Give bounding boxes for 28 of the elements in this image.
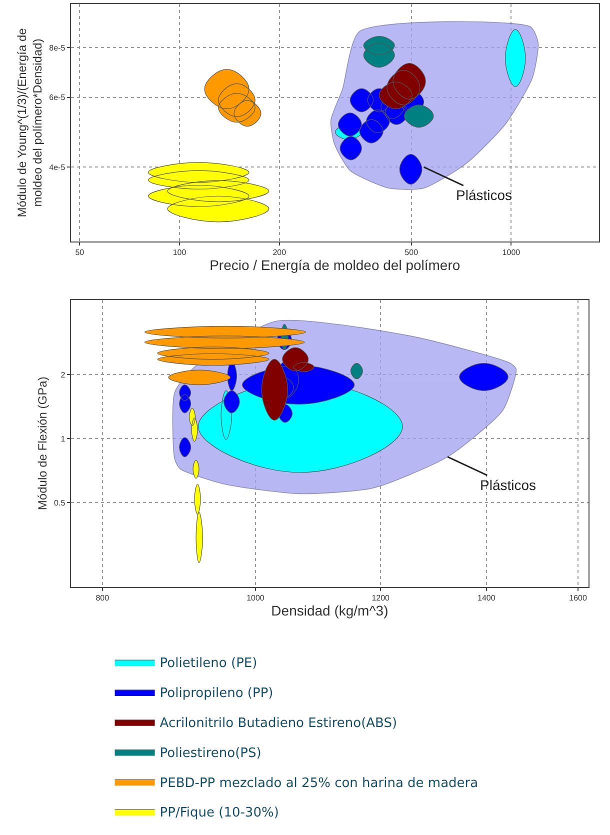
x-tick-label: 500 — [404, 248, 419, 257]
y-axis-title: Módulo de Young^(1/3)/(Energía de moldeo del polímero*Densidad) — [14, 28, 44, 218]
y-tick-label: 8e-5 — [49, 44, 66, 53]
annotation: Plásticos — [480, 477, 536, 493]
x-tick-label: 1400 — [477, 594, 496, 603]
x-axis-title: Densidad (kg/m^3) — [271, 602, 388, 619]
x-tick-label: 1600 — [569, 594, 588, 603]
y-tick-label: 0.5 — [54, 498, 66, 508]
y-tick-label: 2 — [60, 370, 66, 380]
x-tick-label: 1000 — [246, 594, 265, 603]
x-tick-label: 1200 — [372, 594, 390, 603]
x-tick-label: 100 — [172, 248, 187, 257]
legend-label: PEBD-PP mezclado al 25% con harina de madera — [160, 776, 478, 791]
y-tick-label: 1 — [60, 434, 66, 444]
x-tick-label: 200 — [272, 248, 287, 257]
y-axis-title: Módulo de Flexión (GPa) — [35, 376, 50, 510]
legend-label: PP/Fique (10-30%) — [160, 806, 279, 821]
legend-label: Polipropileno (PP) — [160, 686, 274, 702]
x-tick-label: 50 — [75, 248, 85, 257]
x-tick-label: 1000 — [502, 248, 521, 257]
x-tick-label: 800 — [96, 594, 110, 603]
legend-label: Acrilonitrilo Butadieno Estireno(ABS) — [160, 716, 398, 731]
annotation: Plásticos — [456, 187, 512, 203]
legend-label: Polietileno (PE) — [160, 656, 258, 672]
y-tick-label: 4e-5 — [49, 162, 66, 172]
legend-label: Poliestireno(PS) — [160, 746, 262, 761]
y-tick-label: 6e-5 — [49, 93, 66, 102]
x-axis-title: Precio / Energía de moldeo del polímero — [210, 256, 460, 273]
